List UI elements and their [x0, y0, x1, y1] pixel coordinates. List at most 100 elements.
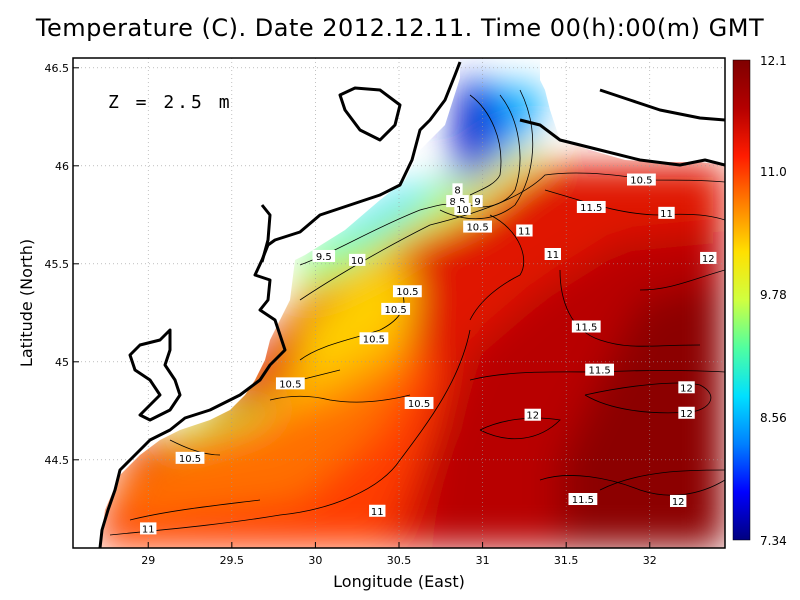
- contour-label-bg: [404, 396, 434, 409]
- contour-label-bg: [392, 285, 422, 298]
- contour-label-text: 11: [371, 507, 384, 518]
- contour-label: 10.5: [463, 220, 492, 234]
- y-tick-label: 44.5: [45, 454, 70, 467]
- contour-label-bg: [571, 320, 601, 333]
- contour-label-text: 10.5: [396, 287, 418, 298]
- contour-label-text: 10: [456, 205, 469, 216]
- contour-label-bg: [544, 248, 562, 260]
- contour-label-text: 12: [672, 497, 685, 508]
- contour-label: 11.5: [576, 200, 606, 214]
- contour-label-bg: [669, 494, 687, 507]
- contour-label: 11.5: [585, 363, 615, 377]
- contour-label: 10.5: [627, 173, 656, 187]
- contour-label-text: 10.5: [466, 223, 488, 234]
- y-tick-label: 46.5: [45, 62, 70, 75]
- contour-label: 10.5: [275, 377, 305, 390]
- contour-label-bg: [454, 202, 471, 215]
- contour-label-bg: [627, 173, 656, 186]
- contour-label-text: 10: [351, 256, 364, 267]
- contour-label: 10.5: [175, 451, 205, 465]
- contour-label-text: 8.5: [450, 197, 466, 208]
- contour-label-text: 8: [454, 185, 460, 196]
- contour-label: 11: [516, 224, 533, 237]
- contour-label-text: 10.5: [630, 176, 652, 187]
- contour-label: 11: [544, 248, 562, 261]
- contour-label-bg: [568, 493, 598, 505]
- colorbar-tick-label: 8.56: [760, 411, 787, 425]
- contour-label: 10: [454, 202, 471, 216]
- contour-label-bg: [678, 381, 695, 394]
- contour-label: 10.5: [359, 332, 389, 345]
- contour-label-bg: [359, 332, 389, 345]
- colorbar-tick-label: 7.34: [760, 534, 787, 548]
- contour-label-text: 11: [546, 250, 559, 261]
- colorbar-tick-label: 12.1: [760, 54, 787, 68]
- chart-title: Temperature (C). Date 2012.12.11. Time 0…: [35, 14, 765, 42]
- contour-label: 11: [140, 522, 157, 535]
- x-tick-label: 30.5: [387, 554, 412, 567]
- contour-label: 12: [524, 408, 541, 422]
- coastline: [98, 61, 725, 548]
- x-tick-label: 32: [643, 554, 657, 567]
- contour-label: 9.5: [312, 249, 336, 263]
- y-tick-label: 46: [55, 160, 69, 173]
- x-tick-label: 29: [141, 554, 155, 567]
- contour-label-text: 10.5: [385, 305, 407, 316]
- x-axis-label: Longitude (East): [333, 572, 465, 591]
- contour-label-bg: [175, 451, 205, 464]
- contour-label: 10.5: [381, 302, 411, 316]
- contour-label: 12: [678, 406, 695, 420]
- contour-label: 9: [472, 195, 483, 208]
- contour-label-text: 11.5: [580, 203, 602, 214]
- contour-label-text: 12: [702, 254, 715, 265]
- contour-label-text: 11: [142, 524, 155, 535]
- contour-label: 10: [349, 253, 366, 267]
- y-tick-label: 45: [55, 356, 69, 369]
- contour-label-bg: [369, 504, 386, 517]
- contour-label-bg: [516, 224, 533, 237]
- x-axis-ticks: 29 29.5 30 30.5 31 31.5 32: [141, 542, 657, 567]
- contour-label-bg: [463, 220, 492, 233]
- contour-label: 10.5: [404, 396, 434, 410]
- contour-label-text: 10.5: [408, 399, 430, 410]
- contour-label-text: 9.5: [316, 252, 332, 263]
- contour-label-text: 10.5: [363, 334, 385, 345]
- contour-label-bg: [472, 195, 483, 208]
- x-tick-label: 31: [476, 554, 490, 567]
- contour-label-bg: [658, 206, 675, 219]
- y-axis-ticks: 44.5 45 45.5 46 46.5: [45, 62, 79, 467]
- contour-label-text: 11.5: [572, 495, 594, 506]
- contour-label-bg: [312, 249, 336, 262]
- contour-label-bg: [381, 302, 411, 315]
- x-tick-label: 30: [308, 554, 322, 567]
- x-tick-label: 29.5: [220, 554, 245, 567]
- contour-labels: 88.5 9 10 10.5 9.5 10 10.5 11.5 11 11 11 12 10.5 10.5…: [140, 173, 717, 535]
- contour-label-text: 11.5: [575, 323, 597, 334]
- contour-label-text: 12: [680, 383, 693, 394]
- colorbar-tick-label: 11.0: [760, 165, 787, 179]
- contour-label-bg: [452, 183, 463, 196]
- colorbar-tick-label: 9.78: [760, 288, 787, 302]
- contour-label-text: 12: [680, 409, 693, 420]
- contour-label-text: 10.5: [279, 379, 301, 390]
- contour-label-bg: [349, 253, 366, 266]
- depth-annotation: Z = 2.5 m: [108, 92, 233, 113]
- colorbar-ticks: 12.1 11.0 9.78 8.56 7.34: [760, 54, 787, 548]
- contour-label: 10.5: [392, 285, 422, 298]
- contour-label: 11: [369, 504, 386, 518]
- contour-label: 11.5: [568, 493, 598, 506]
- contour-label: 12: [678, 381, 695, 394]
- contour-label-text: 10.5: [179, 454, 201, 465]
- x-tick-label: 31.5: [554, 554, 579, 567]
- contour-label: 12: [700, 251, 717, 265]
- contour-label-text: 9: [474, 197, 480, 208]
- contour-label: 11: [658, 206, 675, 220]
- contour-label-text: 11: [518, 226, 531, 237]
- contour-label-bg: [524, 408, 541, 421]
- contour-label: 12: [669, 494, 687, 508]
- contour-label-text: 11: [660, 209, 673, 220]
- contour-label-bg: [585, 363, 615, 376]
- contour-label: 11.5: [571, 320, 601, 334]
- contour-label: 8: [452, 183, 463, 196]
